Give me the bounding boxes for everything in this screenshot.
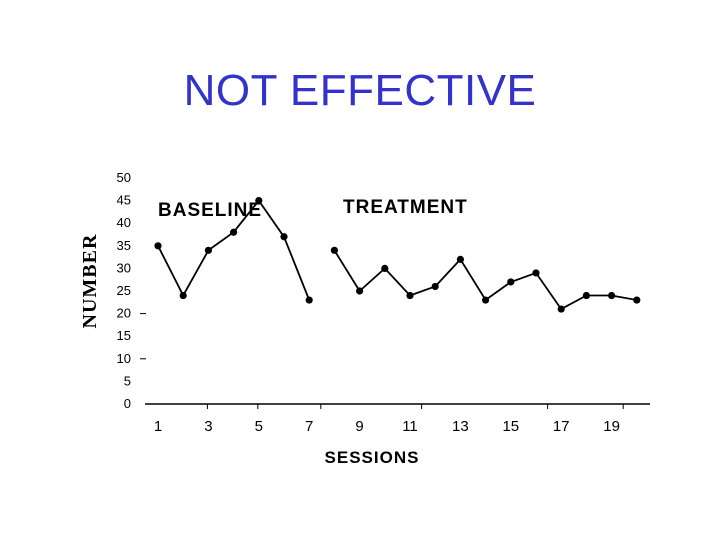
data-point [230,228,238,236]
y-tick-label: 40 [117,215,131,230]
y-tick-label: 45 [117,193,131,208]
y-tick-label: 30 [117,260,131,275]
data-point [330,246,338,254]
y-tick-label: 20 [117,306,131,321]
x-tick-label: 5 [255,418,263,435]
y-axis-title: NUMBER [79,234,101,329]
y-tick-label: 35 [117,238,131,253]
x-tick-label: 13 [452,418,469,435]
x-tick-label: 1 [154,418,162,435]
data-point [179,291,187,300]
data-point [608,291,616,300]
phase-label-treatment: TREATMENT [343,197,468,218]
y-tick-label: 25 [117,283,131,298]
data-point [305,296,313,304]
data-point [154,242,162,250]
data-point [532,269,540,277]
x-axis-title: SESSIONS [325,448,420,467]
data-point [381,264,389,272]
y-axis-ticks: 0 5 10 15 20 25 30 35 40 45 50 [117,170,146,411]
data-point [204,246,212,254]
data-point [255,197,263,205]
data-point [633,296,641,304]
x-tick-label: 19 [603,418,620,435]
y-tick-label: 10 [117,351,131,366]
chart-series [154,197,641,313]
x-tick-label: 7 [305,418,313,435]
y-tick-label: 50 [117,170,131,185]
phase-label-baseline: BASELINE [158,200,262,221]
y-tick-label: 15 [117,328,131,343]
x-tick-label: 3 [204,418,212,435]
data-point [280,233,288,241]
data-point [582,291,591,300]
data-point [507,278,515,286]
data-point [482,296,490,304]
x-tick-label: 17 [553,418,570,435]
x-axis-ticks: 1 3 5 7 9 11 13 15 17 19 [154,404,624,435]
x-tick-label: 15 [502,418,519,435]
data-point [456,255,464,263]
y-tick-label: 5 [124,373,131,388]
data-point [557,305,565,313]
x-tick-label: 9 [355,418,363,435]
data-point [406,291,414,300]
x-tick-label: 11 [402,418,418,435]
chart-title: NOT EFFECTIVE [183,66,537,115]
data-point [356,287,364,295]
y-tick-label: 0 [124,396,131,411]
data-point [431,282,439,291]
